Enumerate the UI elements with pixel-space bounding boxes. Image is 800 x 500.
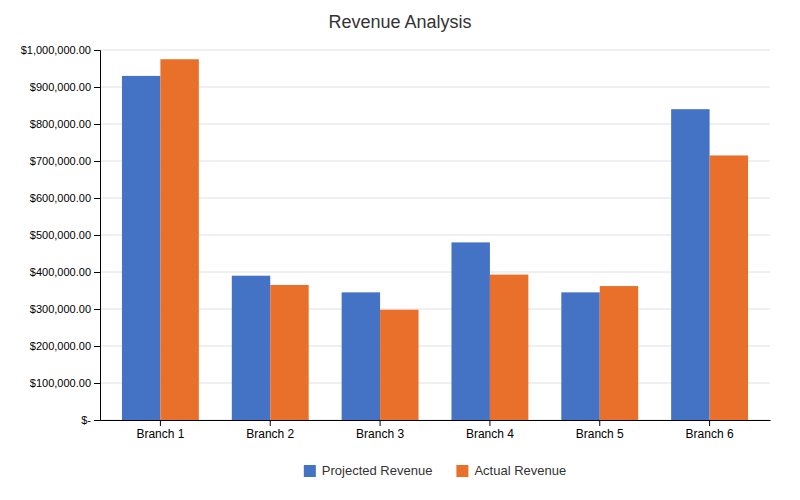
x-tick-label: Branch 5: [576, 427, 624, 441]
y-tick-label: $200,000.00: [30, 340, 91, 352]
y-axis-line: [94, 51, 101, 421]
y-tick-label: $900,000.00: [30, 81, 91, 93]
y-tick: $100,000.00: [30, 377, 100, 389]
title: Revenue Analysis: [328, 12, 471, 32]
x-tick-mark: [160, 420, 161, 426]
y-tick-mark: [94, 272, 100, 273]
bar: [451, 242, 489, 420]
bar: [561, 292, 599, 420]
legend-swatch: [456, 465, 468, 477]
y-tick-mark: [94, 161, 100, 162]
x-tick: Branch 4: [466, 420, 514, 441]
x-tick-mark: [599, 420, 600, 426]
y-tick-label: $600,000.00: [30, 192, 91, 204]
y-tick-label: $300,000.00: [30, 303, 91, 315]
x-tick: Branch 2: [246, 420, 294, 441]
y-tick-mark: [94, 198, 100, 199]
grid-line: [100, 124, 770, 125]
y-tick: $1,000,000.00: [21, 44, 100, 56]
x-tick: Branch 1: [136, 420, 184, 441]
grid-line: [100, 272, 770, 273]
series: [122, 76, 710, 420]
y-tick-label: $500,000.00: [30, 229, 91, 241]
x-tick-label: Branch 2: [246, 427, 294, 441]
y-tick-label: $800,000.00: [30, 118, 91, 130]
legend-swatch: [304, 465, 316, 477]
x-axis: Branch 1 Branch 2 Branch 3 Branch 4 Branch 5…: [101, 420, 771, 441]
y-tick: $400,000.00: [30, 266, 100, 278]
chart: Revenue Analysis Branch 1 Branch 2 Branch 3…: [0, 0, 800, 500]
y-tick-label: $400,000.00: [30, 266, 91, 278]
grid-line: [100, 235, 770, 236]
bar: [122, 76, 160, 420]
y-tick-label: $1,000,000.00: [21, 44, 91, 56]
y-tick-mark: [94, 309, 100, 310]
y-tick: $-: [81, 414, 100, 426]
series: [160, 59, 748, 420]
x-tick-label: Branch 6: [686, 427, 734, 441]
y-tick: $300,000.00: [30, 303, 100, 315]
y-tick-mark: [94, 383, 100, 384]
x-tick: Branch 3: [356, 420, 404, 441]
bar: [600, 286, 638, 420]
grid-line: [100, 346, 770, 347]
y-tick-mark: [94, 235, 100, 236]
x-tick: Branch 6: [686, 420, 734, 441]
y-axis: $- $100,000.00 $200,000.00 $300,000.00 $400,…: [21, 44, 101, 426]
y-tick: $900,000.00: [30, 81, 100, 93]
grid-line: [100, 420, 770, 421]
y-tick-mark: [94, 87, 100, 88]
y-tick: $800,000.00: [30, 118, 100, 130]
bar: [270, 285, 308, 420]
bar: [710, 155, 748, 420]
y-tick-mark: [94, 346, 100, 347]
grid-line: [100, 50, 770, 51]
x-tick-label: Branch 1: [136, 427, 184, 441]
bar: [160, 59, 198, 420]
y-tick: $600,000.00: [30, 192, 100, 204]
y-tick-label: $100,000.00: [30, 377, 91, 389]
grid: [100, 50, 770, 420]
x-tick-mark: [270, 420, 271, 426]
y-tick-mark: [94, 124, 100, 125]
bar: [342, 292, 380, 420]
legend-item: Actual Revenue: [456, 463, 566, 478]
x-tick-mark: [380, 420, 381, 426]
legend-label: Projected Revenue: [322, 463, 433, 478]
y-tick-mark: [94, 50, 100, 51]
y-tick-label: $-: [81, 414, 91, 426]
y-tick: $700,000.00: [30, 155, 100, 167]
plot: Branch 1 Branch 2 Branch 3 Branch 4 Branch 5…: [21, 44, 771, 441]
grid-line: [100, 161, 770, 162]
grid-line: [100, 87, 770, 88]
grid-line: [100, 383, 770, 384]
bar: [232, 276, 270, 420]
legend-item: Projected Revenue: [304, 463, 433, 478]
x-tick: Branch 5: [576, 420, 624, 441]
x-tick-mark: [489, 420, 490, 426]
legend: Projected Revenue Actual Revenue: [304, 463, 566, 478]
grid-line: [100, 309, 770, 310]
x-tick-label: Branch 4: [466, 427, 514, 441]
y-tick: $500,000.00: [30, 229, 100, 241]
bar: [490, 275, 528, 420]
x-tick-label: Branch 3: [356, 427, 404, 441]
legend-label: Actual Revenue: [474, 463, 566, 478]
x-axis-line: [101, 420, 771, 421]
grid-line: [100, 198, 770, 199]
y-tick-label: $700,000.00: [30, 155, 91, 167]
bar: [671, 109, 709, 420]
bars: [122, 59, 748, 420]
bar: [380, 310, 418, 420]
x-tick-mark: [709, 420, 710, 426]
y-tick: $200,000.00: [30, 340, 100, 352]
y-tick-mark: [94, 420, 100, 421]
